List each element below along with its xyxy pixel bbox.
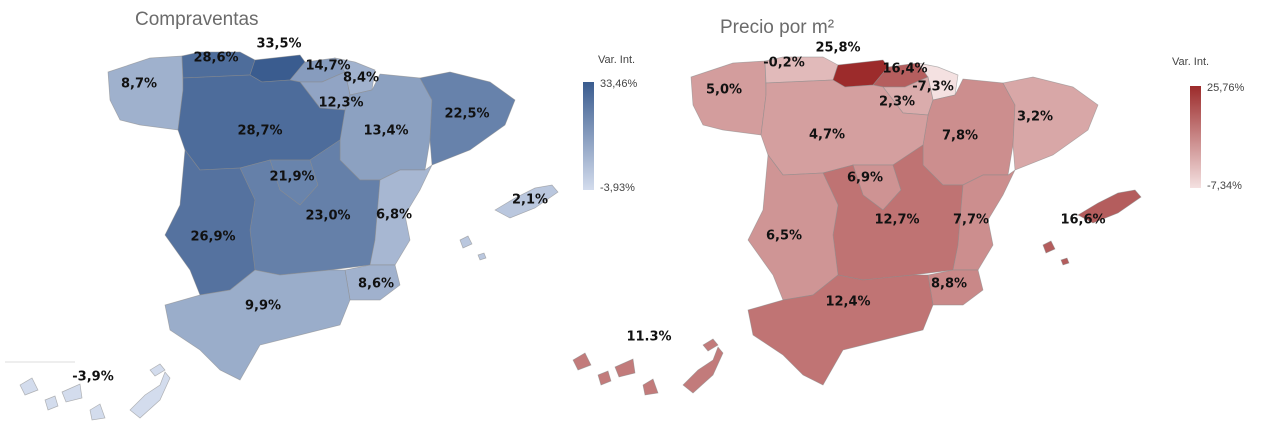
value-label: 14,7% xyxy=(305,59,350,74)
value-label: 9,9% xyxy=(245,299,281,314)
region xyxy=(419,71,516,166)
region xyxy=(572,338,724,396)
value-label: -0,2% xyxy=(763,56,804,71)
value-label: 8,8% xyxy=(931,277,967,292)
value-label: 16,6% xyxy=(1060,213,1105,228)
value-label: 13,4% xyxy=(363,124,408,139)
value-label: -3,9% xyxy=(72,370,113,385)
legend-title: Var. Int. xyxy=(598,54,635,66)
region xyxy=(690,60,767,136)
region xyxy=(107,55,184,131)
value-label: 12,4% xyxy=(825,295,870,310)
region xyxy=(164,269,351,381)
value-label: 6,9% xyxy=(847,171,883,186)
region xyxy=(19,363,171,421)
value-label: 33,5% xyxy=(256,37,301,52)
value-label: 16,4% xyxy=(882,62,927,77)
value-label: 3,2% xyxy=(1017,110,1053,125)
value-label: 5,0% xyxy=(706,83,742,98)
value-label: 21,9% xyxy=(269,170,314,185)
region xyxy=(459,184,559,261)
region xyxy=(1002,76,1099,171)
value-label: 26,9% xyxy=(190,230,235,245)
value-label: 25,8% xyxy=(815,41,860,56)
legend-bar xyxy=(1190,86,1201,188)
value-label: 23,0% xyxy=(305,209,350,224)
value-label: 22,5% xyxy=(444,107,489,122)
region xyxy=(747,274,934,386)
legend-bar xyxy=(583,82,594,190)
value-label: -7,3% xyxy=(912,80,953,95)
legend-max: 33,46% xyxy=(600,78,638,90)
map-title: Precio por m² xyxy=(720,17,834,38)
legend-min: -3,93% xyxy=(600,182,635,194)
legend-title: Var. Int. xyxy=(1172,56,1209,68)
legend-min: -7,34% xyxy=(1207,180,1242,192)
value-label: 28,6% xyxy=(193,51,238,66)
value-label: 7,8% xyxy=(942,129,978,144)
value-label: 7,7% xyxy=(953,213,989,228)
value-label: 11.3% xyxy=(626,330,671,345)
value-label: 12,3% xyxy=(318,96,363,111)
region xyxy=(1042,189,1142,266)
value-label: 28,7% xyxy=(237,124,282,139)
region xyxy=(952,169,1016,271)
region xyxy=(164,149,256,296)
legend-max: 25,76% xyxy=(1207,82,1245,94)
value-label: 2,1% xyxy=(512,193,548,208)
value-label: 2,3% xyxy=(879,95,915,110)
region xyxy=(747,154,839,301)
value-label: 8,7% xyxy=(121,77,157,92)
region xyxy=(369,164,433,266)
map-title: Compraventas xyxy=(135,9,259,30)
value-label: 8,6% xyxy=(358,277,394,292)
value-label: 6,5% xyxy=(766,229,802,244)
value-label: 6,8% xyxy=(376,208,412,223)
value-label: 12,7% xyxy=(874,213,919,228)
value-label: 8,4% xyxy=(343,71,379,86)
value-label: 4,7% xyxy=(809,128,845,143)
